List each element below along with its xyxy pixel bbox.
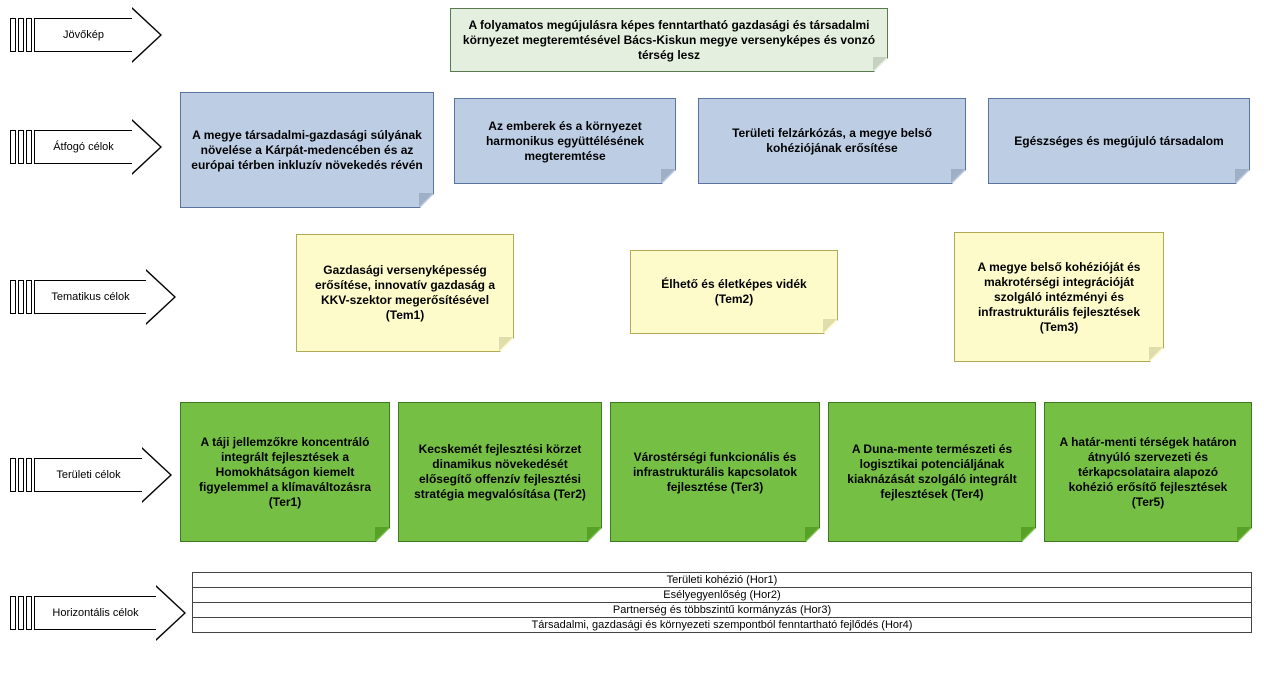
note-overall-4: Egészséges és megújuló társadalom <box>988 98 1250 184</box>
note-text: Kecskemét fejlesztési körzet dinamikus n… <box>409 442 591 502</box>
horizontal-goals-table: Területi kohézió (Hor1) Esélyegyenlőség … <box>192 572 1252 633</box>
horizontal-row: Esélyegyenlőség (Hor2) <box>193 588 1251 603</box>
note-text: Egészséges és megújuló társadalom <box>999 134 1239 149</box>
row-arrow-overall: Átfogó célok <box>10 130 162 175</box>
row-arrow-vision: Jövőkép <box>10 18 162 63</box>
note-text: Területi felzárkózás, a megye belső kohé… <box>709 126 955 156</box>
note-thematic-3: A megye belső kohézióját és makrotérségi… <box>954 232 1164 362</box>
note-text: Várostérségi funkcionális és infrastrukt… <box>621 450 809 495</box>
note-text: A folyamatos megújulásra képes fenntarth… <box>461 18 877 63</box>
note-territorial-3: Várostérségi funkcionális és infrastrukt… <box>610 402 820 542</box>
note-text: Gazdasági versenyképesség erősítése, inn… <box>307 263 503 323</box>
note-text: A határ-menti térségek határon átnyúló s… <box>1055 435 1241 510</box>
arrow-label: Átfogó célok <box>34 130 132 164</box>
horizontal-row: Társadalmi, gazdasági és környezeti szem… <box>193 618 1251 632</box>
arrow-label: Jövőkép <box>34 18 132 52</box>
note-text: A Duna-mente természeti és logisztikai p… <box>839 442 1025 502</box>
arrow-label: Tematikus célok <box>34 280 146 314</box>
note-thematic-2: Élhető és életképes vidék (Tem2) <box>630 250 838 334</box>
note-overall-2: Az emberek és a környezet harmonikus egy… <box>454 98 676 184</box>
note-overall-3: Területi felzárkózás, a megye belső kohé… <box>698 98 966 184</box>
note-text: Az emberek és a környezet harmonikus egy… <box>465 119 665 164</box>
note-text: A megye társadalmi-gazdasági súlyának nö… <box>191 128 423 173</box>
note-text: A táji jellemzőkre koncentráló integrált… <box>191 435 379 510</box>
note-territorial-4: A Duna-mente természeti és logisztikai p… <box>828 402 1036 542</box>
horizontal-row: Partnerség és többszintű kormányzás (Hor… <box>193 603 1251 618</box>
note-territorial-1: A táji jellemzőkre koncentráló integrált… <box>180 402 390 542</box>
row-arrow-thematic: Tematikus célok <box>10 280 176 325</box>
note-thematic-1: Gazdasági versenyképesség erősítése, inn… <box>296 234 514 352</box>
note-text: A megye belső kohézióját és makrotérségi… <box>965 260 1153 335</box>
note-overall-1: A megye társadalmi-gazdasági súlyának nö… <box>180 92 434 208</box>
row-arrow-horizontal: Horizontális célok <box>10 596 186 641</box>
arrow-label: Horizontális célok <box>34 596 156 630</box>
note-territorial-2: Kecskemét fejlesztési körzet dinamikus n… <box>398 402 602 542</box>
note-text: Élhető és életképes vidék (Tem2) <box>641 277 827 307</box>
note-vision: A folyamatos megújulásra képes fenntarth… <box>450 8 888 72</box>
horizontal-row: Területi kohézió (Hor1) <box>193 573 1251 588</box>
note-territorial-5: A határ-menti térségek határon átnyúló s… <box>1044 402 1252 542</box>
row-arrow-territorial: Területi célok <box>10 458 172 503</box>
arrow-label: Területi célok <box>34 458 142 492</box>
